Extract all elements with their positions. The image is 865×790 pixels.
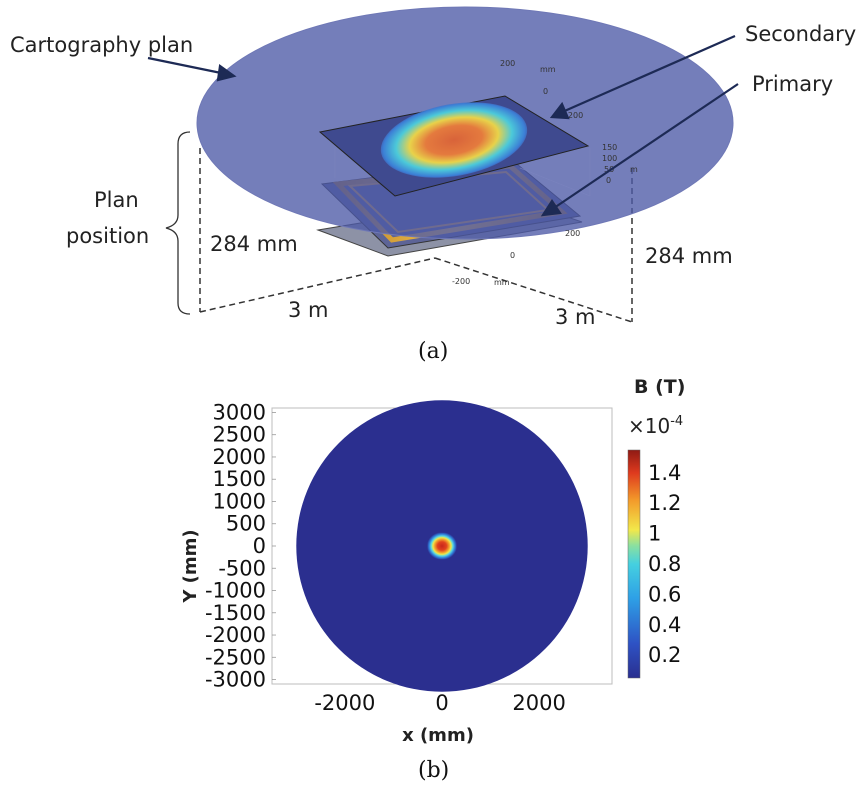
y-tick-label: 1000 — [213, 489, 266, 513]
caption-a: (a) — [418, 339, 448, 364]
x-tick-label: 2000 — [512, 691, 565, 715]
y-tick-label: -3000 — [205, 668, 266, 692]
y-tick-label: 500 — [226, 512, 266, 536]
y-tick-label: -1000 — [205, 579, 266, 603]
field-hotspot-b — [427, 532, 457, 560]
colorbar-tick-label: 1.4 — [648, 461, 681, 485]
colorbar-tick-label: 0.8 — [648, 552, 681, 576]
colorbar-tick-label: 0.4 — [648, 613, 681, 637]
inner-axis-ticks: 200 mm 0 -200 150 100 50 0 m 200 0 -200 … — [452, 59, 638, 287]
colorbar-tick-label: 0.6 — [648, 582, 681, 606]
panel-b: 300025002000150010005000-500-1000-1500-2… — [180, 376, 685, 783]
colorbar-exponent: ×10-4 — [628, 414, 683, 438]
label-height-right: 284 mm — [645, 244, 733, 268]
inner-tick-top-2: mm — [540, 65, 556, 74]
label-distance-right: 3 m — [555, 305, 596, 329]
y-tick-label: -1500 — [205, 601, 266, 625]
label-height-left: 284 mm — [210, 232, 298, 256]
colorbar-ticks: 1.4 1.2 1 0.8 0.6 0.4 0.2 — [648, 461, 681, 667]
y-tick-label: -2500 — [205, 645, 266, 669]
y-tick-label: -500 — [218, 556, 266, 580]
field-hotspot-a — [380, 102, 528, 178]
inner-tick-top-4: -200 — [565, 111, 583, 120]
y-tick-label: 0 — [253, 534, 266, 558]
label-plan: Plan — [94, 188, 139, 212]
inner-tick-top-1: 200 — [500, 59, 515, 68]
y-axis-ticks: 300025002000150010005000-500-1000-1500-2… — [205, 400, 276, 692]
colorbar — [627, 449, 641, 679]
label-primary: Primary — [752, 72, 833, 96]
y-tick-label: -2000 — [205, 623, 266, 647]
inner-tick-z-2: 100 — [602, 154, 617, 163]
colorbar-tick-label: 1.2 — [648, 491, 681, 515]
x-tick-label: -2000 — [314, 691, 375, 715]
colorbar-tick-label: 1 — [648, 522, 661, 546]
inner-tick-bottom-2: 0 — [510, 251, 515, 260]
inner-tick-top-3: 0 — [543, 87, 548, 96]
inner-tick-bottom-3: -200 — [452, 277, 470, 286]
x-axis-label: x (mm) — [402, 725, 474, 746]
inner-tick-z-4: 0 — [606, 176, 611, 185]
label-cartography-plan: Cartography plan — [10, 33, 193, 57]
inner-tick-z-unit: m — [630, 165, 638, 174]
inner-tick-bottom-unit: mm — [494, 278, 510, 287]
colorbar-exponent-power: -4 — [670, 414, 683, 429]
annotation-arrows — [147, 34, 739, 217]
y-axis-label: Y (mm) — [180, 529, 201, 603]
secondary-pad — [318, 95, 590, 197]
y-tick-label: 3000 — [213, 400, 266, 424]
label-distance-left: 3 m — [288, 298, 329, 322]
colorbar-title: B (T) — [634, 376, 685, 398]
panel-a: 200 mm 0 -200 150 100 50 0 m 200 0 -200 … — [10, 6, 856, 364]
y-tick-label: 2000 — [213, 445, 266, 469]
y-tick-label: 1500 — [213, 467, 266, 491]
plan-position-brace — [165, 131, 191, 315]
inner-tick-z-1: 150 — [602, 143, 617, 152]
label-position: position — [66, 224, 149, 248]
colorbar-tick-label: 0.2 — [648, 643, 681, 667]
label-secondary: Secondary — [745, 22, 856, 46]
caption-b: (b) — [418, 758, 449, 783]
y-tick-label: 2500 — [213, 423, 266, 447]
x-tick-label: 0 — [435, 691, 448, 715]
inner-tick-bottom-1: 200 — [565, 229, 580, 238]
x-axis-ticks: -2000 0 2000 — [314, 691, 566, 715]
inner-tick-z-3: 50 — [604, 165, 614, 174]
colorbar-exponent-base: ×10 — [628, 414, 670, 438]
